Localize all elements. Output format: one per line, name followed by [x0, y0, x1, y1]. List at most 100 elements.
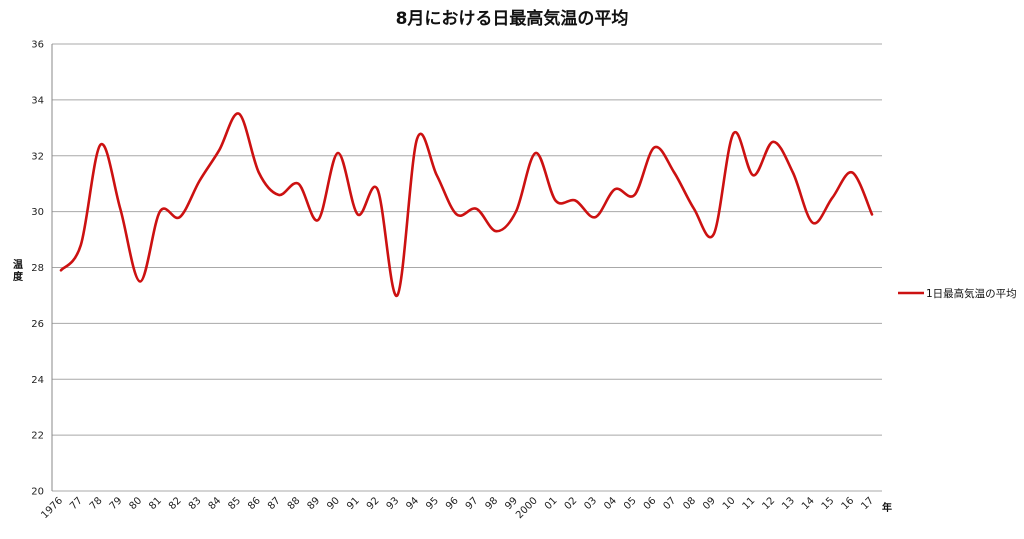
y-tick-label: 26 — [31, 319, 44, 330]
x-tick-label: 98 — [484, 495, 501, 512]
data-point — [653, 146, 655, 148]
data-point — [119, 208, 121, 210]
x-tick-label: 14 — [800, 495, 817, 512]
data-point — [139, 280, 141, 282]
data-point — [416, 138, 418, 140]
series-line — [59, 112, 874, 297]
x-tick-label: 96 — [444, 495, 461, 512]
data-point — [297, 183, 299, 185]
x-tick-label: 85 — [226, 495, 243, 512]
x-tick-label: 01 — [543, 495, 560, 512]
x-tick-label: 13 — [780, 495, 797, 512]
data-point — [80, 244, 82, 246]
data-point — [554, 199, 556, 201]
x-tick-label: 79 — [108, 495, 125, 512]
x-tick-label: 10 — [721, 495, 738, 512]
data-point — [99, 143, 101, 145]
data-point — [495, 230, 497, 232]
y-axis-label: 温度 — [13, 258, 24, 283]
data-point — [772, 141, 774, 143]
x-tick-label: 16 — [840, 495, 857, 512]
data-point — [238, 113, 240, 115]
x-tick-label: 08 — [681, 495, 698, 512]
data-point — [574, 199, 576, 201]
data-point — [752, 174, 754, 176]
x-tick-label: 15 — [820, 495, 837, 512]
x-tick-label: 03 — [582, 495, 599, 512]
data-point — [455, 213, 457, 215]
x-tick-label: 89 — [305, 495, 322, 512]
y-tick-label: 24 — [31, 375, 44, 386]
data-point — [179, 216, 181, 218]
x-tick-label: 97 — [464, 495, 481, 512]
x-tick-label: 17 — [859, 495, 876, 512]
x-tick-label: 86 — [246, 495, 263, 512]
y-axis-ticks: 20 22 24 26 28 30 32 34 36 — [31, 40, 44, 498]
x-tick-label: 11 — [741, 495, 758, 512]
data-point — [594, 216, 596, 218]
data-point — [159, 210, 161, 212]
data-point — [614, 188, 616, 190]
x-tick-label: 90 — [325, 495, 342, 512]
legend-label: 1日最高気温の平均 — [926, 287, 1017, 300]
data-point — [357, 213, 359, 215]
data-point — [396, 294, 398, 296]
y-tick-label: 28 — [31, 263, 44, 274]
data-point — [436, 174, 438, 176]
y-tick-label: 22 — [31, 431, 44, 442]
series-layer — [59, 112, 874, 297]
x-tick-label: 93 — [385, 495, 402, 512]
data-point — [277, 194, 279, 196]
data-point — [60, 269, 62, 271]
x-tick-label: 91 — [345, 495, 362, 512]
data-point — [198, 180, 200, 182]
data-point — [713, 233, 715, 235]
x-tick-label: 12 — [760, 495, 777, 512]
x-tick-label: 83 — [187, 495, 204, 512]
data-point — [317, 219, 319, 221]
x-tick-label: 84 — [207, 495, 224, 512]
data-point — [258, 171, 260, 173]
x-axis-label: 年 — [882, 501, 892, 514]
x-tick-label: 1976 — [39, 495, 65, 521]
data-point — [732, 132, 734, 134]
y-tick-label: 32 — [31, 151, 44, 162]
y-tick-label: 36 — [31, 40, 44, 51]
data-point — [535, 152, 537, 154]
x-tick-label: 05 — [622, 495, 639, 512]
x-tick-label: 94 — [404, 495, 421, 512]
y-tick-label: 30 — [31, 207, 44, 218]
x-tick-label: 06 — [642, 495, 659, 512]
data-point — [812, 222, 814, 224]
data-point — [218, 149, 220, 151]
x-tick-label: 07 — [662, 495, 679, 512]
data-point — [515, 210, 517, 212]
data-point — [475, 208, 477, 210]
data-point — [376, 188, 378, 190]
x-tick-label: 92 — [365, 495, 382, 512]
y-tick-label: 20 — [31, 487, 44, 498]
x-tick-label: 2000 — [514, 495, 540, 521]
x-tick-label: 82 — [167, 495, 184, 512]
x-tick-label: 09 — [701, 495, 718, 512]
x-axis-ticks: 1976 77 78 79 80 81 82 83 84 85 86 87 88 89 90 91 92 93 94… — [39, 495, 876, 521]
data-point — [673, 171, 675, 173]
x-tick-label: 04 — [602, 495, 619, 512]
data-point — [693, 208, 695, 210]
x-tick-label: 02 — [563, 495, 580, 512]
x-tick-label: 88 — [286, 495, 303, 512]
x-tick-label: 95 — [424, 495, 441, 512]
data-point — [851, 171, 853, 173]
y-tick-label: 34 — [31, 95, 44, 106]
x-tick-label: 81 — [147, 495, 164, 512]
legend: 1日最高気温の平均 — [898, 287, 1017, 300]
data-point — [831, 197, 833, 199]
gridlines — [51, 43, 882, 492]
x-tick-label: 80 — [127, 495, 144, 512]
x-tick-label: 78 — [88, 495, 105, 512]
data-point — [337, 152, 339, 154]
data-point — [633, 194, 635, 196]
chart-title: 8月における日最高気温の平均 — [396, 8, 629, 29]
data-point — [871, 213, 873, 215]
